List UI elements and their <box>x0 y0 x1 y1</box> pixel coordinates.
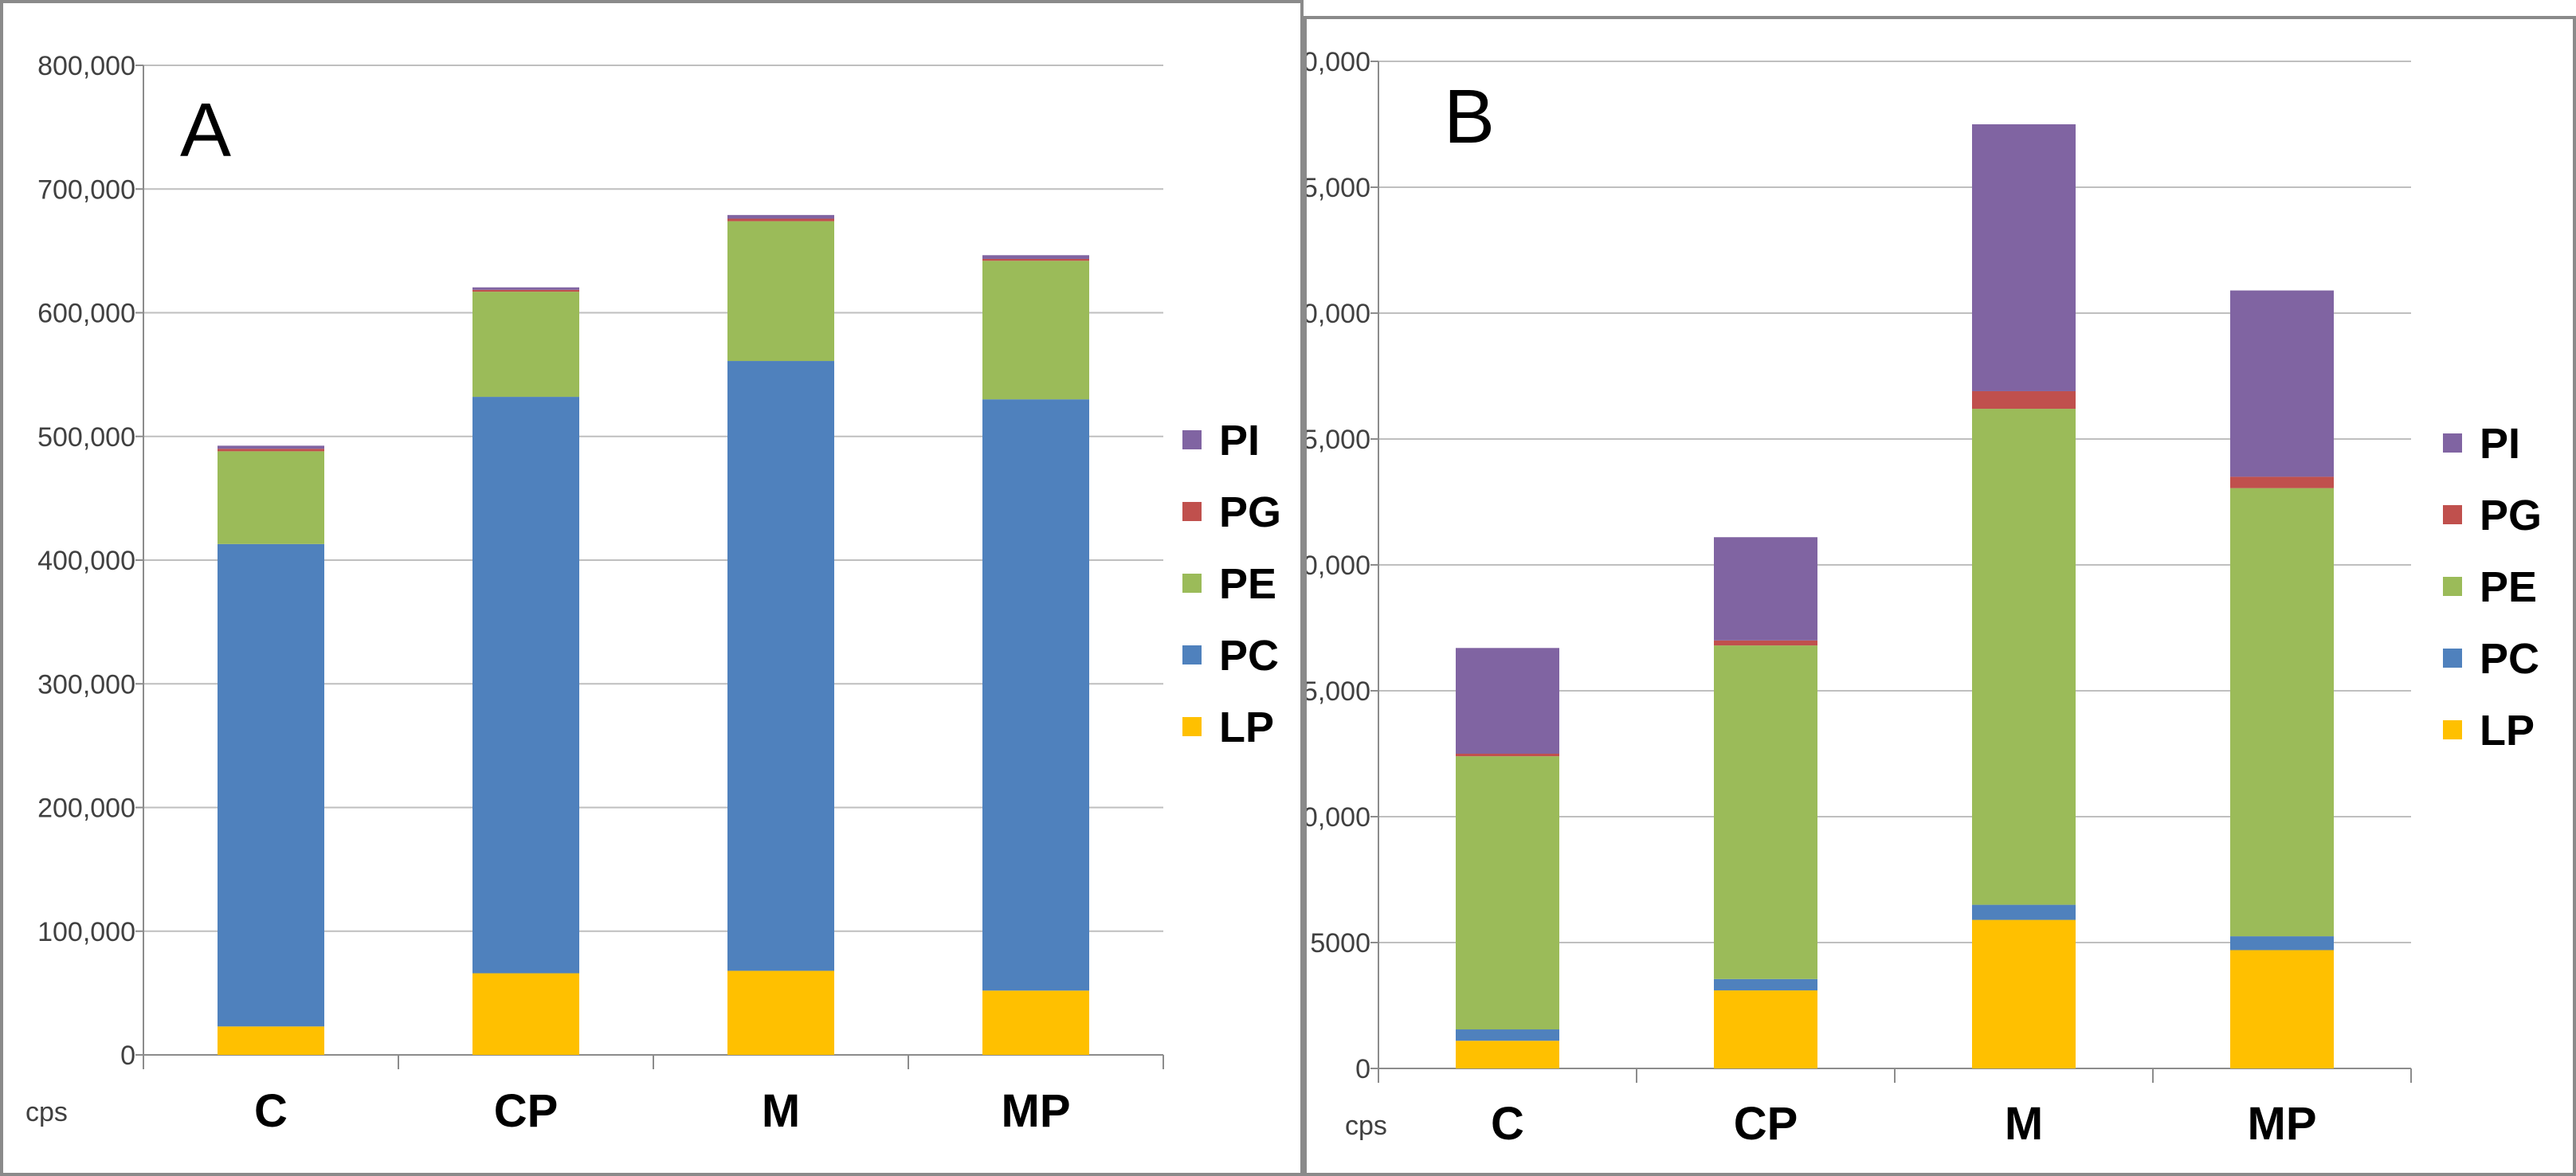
legend-label-pg: PG <box>1219 488 1281 536</box>
legend-swatch-pe <box>2443 577 2462 596</box>
panel-letter: B <box>1444 74 1495 159</box>
y-tick-label: 600,000 <box>37 299 135 329</box>
category-label: MP <box>1002 1085 1071 1137</box>
category-label: C <box>1491 1098 1524 1150</box>
bar-pi-m <box>727 214 834 219</box>
legend-label-pc: PC <box>2480 635 2539 683</box>
bar-lp-mp <box>982 990 1089 1055</box>
y-tick-label: 30,000 <box>1307 299 1370 329</box>
bar-pi-mp <box>2230 290 2334 477</box>
bar-pg-c <box>218 449 324 452</box>
legend-label-pe: PE <box>2480 563 2537 611</box>
y-tick-label: 0 <box>1355 1054 1370 1084</box>
legend-swatch-pi <box>2443 433 2462 453</box>
y-tick-label: 300,000 <box>37 669 135 700</box>
legend-label-pi: PI <box>1219 417 1260 465</box>
panel-letter: A <box>180 88 231 173</box>
legend-swatch-lp <box>2443 720 2462 739</box>
y-tick-label: 15,000 <box>1307 676 1370 707</box>
legend-label-pg: PG <box>2480 492 2542 539</box>
bar-lp-cp <box>1714 990 1817 1068</box>
category-label: M <box>2005 1098 2043 1150</box>
legend-label-pe: PE <box>1219 560 1276 608</box>
bar-pg-m <box>727 218 834 221</box>
legend-swatch-pg <box>2443 505 2462 524</box>
bar-pc-m <box>727 361 834 971</box>
legend-swatch-pc <box>2443 649 2462 668</box>
bar-pi-m <box>1972 124 2076 391</box>
bar-pg-cp <box>1714 640 1817 646</box>
bar-pc-cp <box>472 397 579 974</box>
bar-pi-mp <box>982 255 1089 259</box>
y-tick-label: 10,000 <box>1307 802 1370 833</box>
bar-pg-c <box>1456 754 1559 757</box>
chart-a-svg: 0 100,000 200,000 300,000 400,000 500,000 600,… <box>25 51 1281 1137</box>
category-label: CP <box>494 1085 559 1137</box>
bar-lp-c <box>1456 1041 1559 1068</box>
bar-pg-mp <box>982 258 1089 261</box>
legend-label-lp: LP <box>1219 704 1274 751</box>
legend-label-pc: PC <box>1219 632 1279 680</box>
category-label: M <box>762 1085 800 1137</box>
bar-pc-c <box>218 543 324 1027</box>
chart-panel-b: 0 5000 10,000 15,000 20,000 25,000 30,000 35,00… <box>1304 16 2576 1176</box>
bar-pc-c <box>1456 1029 1559 1041</box>
legend-swatch-pg <box>1182 502 1202 521</box>
y-tick-label: 20,000 <box>1307 551 1370 581</box>
bar-pc-mp <box>982 399 1089 991</box>
bar-lp-m <box>1972 919 2076 1068</box>
bar-pc-m <box>1972 904 2076 920</box>
legend-label-pi: PI <box>2480 420 2520 468</box>
bar-pi-cp <box>472 287 579 290</box>
bar-pg-mp <box>2230 476 2334 488</box>
bar-pe-m <box>1972 409 2076 905</box>
bar-pe-mp <box>982 261 1089 400</box>
category-label: MP <box>2248 1098 2317 1150</box>
legend-swatch-lp <box>1182 717 1202 736</box>
bar-pc-mp <box>2230 936 2334 951</box>
bar-pi-c <box>218 445 324 449</box>
bar-pi-c <box>1456 648 1559 754</box>
y-tick-label: 5000 <box>1310 928 1370 958</box>
y-tick-label: 0 <box>120 1041 135 1071</box>
bar-pe-c <box>218 451 324 544</box>
y-tick-label: 800,000 <box>37 51 135 81</box>
bar-lp-m <box>727 970 834 1055</box>
legend-label-lp: LP <box>2480 707 2535 755</box>
bar-pe-cp <box>1714 645 1817 979</box>
legend-swatch-pi <box>1182 430 1202 449</box>
chart-b-svg: 0 5000 10,000 15,000 20,000 25,000 30,000 35,00… <box>1307 47 2542 1150</box>
y-tick-label: 400,000 <box>37 546 135 576</box>
category-label: C <box>254 1085 288 1137</box>
unit-label: cps <box>25 1097 68 1127</box>
bar-pi-cp <box>1714 537 1817 641</box>
legend-swatch-pe <box>1182 574 1202 593</box>
y-tick-label: 100,000 <box>37 917 135 947</box>
bar-lp-mp <box>2230 950 2334 1068</box>
bar-pe-cp <box>472 292 579 398</box>
bar-pe-mp <box>2230 488 2334 937</box>
y-tick-label: 500,000 <box>37 422 135 453</box>
bar-pg-cp <box>472 289 579 292</box>
category-label: CP <box>1734 1098 1798 1150</box>
bar-pe-c <box>1456 756 1559 1030</box>
bar-pe-m <box>727 221 834 362</box>
bar-pc-cp <box>1714 978 1817 991</box>
y-tick-label: 40,000 <box>1307 47 1370 77</box>
legend-swatch-pc <box>1182 645 1202 664</box>
bar-lp-cp <box>472 973 579 1055</box>
y-tick-label: 200,000 <box>37 794 135 824</box>
unit-label: cps <box>1345 1111 1387 1141</box>
y-tick-label: 700,000 <box>37 174 135 205</box>
bar-pg-m <box>1972 390 2076 410</box>
y-tick-label: 25,000 <box>1307 425 1370 455</box>
bar-lp-c <box>218 1026 324 1055</box>
y-tick-label: 35,000 <box>1307 173 1370 203</box>
chart-panel-a: 0 100,000 200,000 300,000 400,000 500,000 600,… <box>0 0 1304 1176</box>
